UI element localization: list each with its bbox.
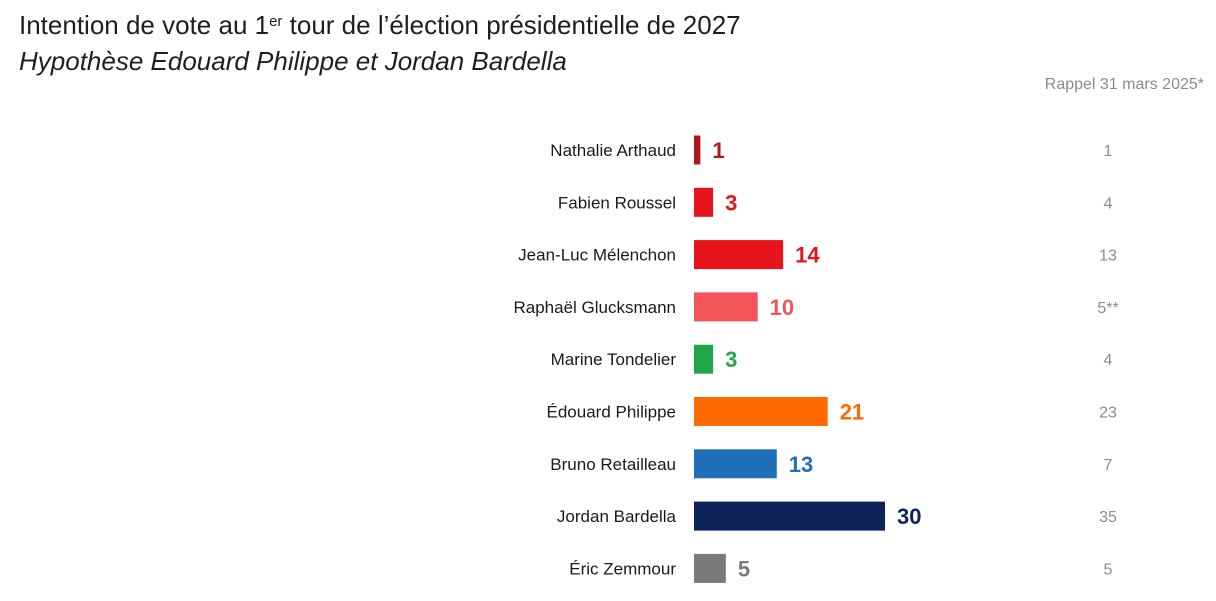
bar-row: Fabien Roussel 3 4 [558,187,1113,217]
value-label: 13 [789,452,813,477]
chart-subtitle: Hypothèse Edouard Philippe et Jordan Bar… [19,46,567,76]
bar [694,501,885,531]
bar-row: Raphaël Glucksmann 10 5** [513,292,1119,322]
bar [694,553,726,583]
value-label: 14 [795,243,820,268]
chart-title-sup: er [269,13,283,30]
recall-value: 23 [1099,405,1117,422]
bar [694,240,784,270]
value-label: 10 [770,295,794,320]
value-label: 21 [840,400,864,425]
bar-row: Édouard Philippe 21 23 [547,397,1117,426]
bar-row: Bruno Retailleau 13 7 [550,449,1113,479]
recall-value: 4 [1104,352,1113,369]
category-label: Bruno Retailleau [550,455,676,474]
category-label: Éric Zemmour [569,559,676,578]
category-label: Jean-Luc Mélenchon [518,246,676,265]
recall-value: 4 [1104,195,1113,212]
recall-value: 35 [1099,509,1117,526]
recall-value: 5 [1104,561,1113,578]
bar [694,344,714,374]
category-label: Édouard Philippe [547,403,676,422]
category-label: Jordan Bardella [557,507,677,526]
category-label: Fabien Roussel [558,193,676,212]
bar [694,292,758,322]
bar [694,449,777,479]
bar [694,397,828,426]
chart-title-main: Intention de vote au 1 [19,10,270,40]
chart-title: Intention de vote au 1er tour de l’élect… [19,8,741,42]
value-label: 5 [738,556,750,581]
bar [694,187,714,217]
bar-row: Jean-Luc Mélenchon 14 13 [518,240,1117,270]
value-label: 1 [712,138,724,163]
value-label: 30 [897,504,921,529]
recall-value: 1 [1104,143,1113,160]
bar-row: Éric Zemmour 5 5 [569,553,1113,583]
category-label: Marine Tondelier [551,350,677,369]
bar-row: Nathalie Arthaud 1 1 [550,135,1113,165]
chart-title-rest: tour de l’élection présidentielle de 202… [282,10,741,40]
recall-value: 5** [1097,300,1118,317]
recall-value: 13 [1099,248,1117,265]
category-label: Nathalie Arthaud [550,141,676,160]
recall-value: 7 [1104,457,1113,474]
bar-row: Jordan Bardella 30 35 [557,501,1117,531]
recall-header: Rappel 31 mars 2025* [1044,76,1204,93]
category-label: Raphaël Glucksmann [513,298,676,317]
bar-row: Marine Tondelier 3 4 [551,344,1113,374]
bar [694,135,701,165]
value-label: 3 [725,190,737,215]
value-label: 3 [725,347,737,372]
